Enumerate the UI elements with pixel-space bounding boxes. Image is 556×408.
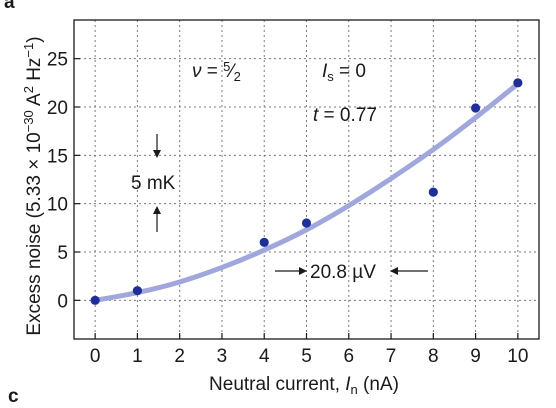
x-tick-label: 7 bbox=[386, 346, 397, 367]
fit-curve bbox=[92, 81, 521, 303]
grid-lines bbox=[74, 20, 539, 339]
temp-arrow-bottom-head bbox=[153, 206, 161, 214]
x-tick-labels: 0 1 2 3 4 5 6 7 8 9 10 bbox=[90, 346, 529, 367]
y-axis-label: Excess noise (5.33 × 10−30 A2 Hz−1) bbox=[21, 36, 45, 335]
data-point bbox=[301, 218, 312, 228]
x-tick-label: 9 bbox=[470, 346, 481, 367]
panel-label-a: a bbox=[4, 0, 15, 13]
y-tick-label: 0 bbox=[57, 291, 68, 312]
y-tick-label: 5 bbox=[57, 243, 68, 264]
y-tick-label: 10 bbox=[47, 195, 68, 216]
source-current-label: Is = 0 bbox=[322, 61, 366, 84]
x-tick-label: 4 bbox=[259, 346, 270, 367]
x-tick-label: 5 bbox=[301, 346, 312, 367]
transmission-label: t = 0.77 bbox=[313, 105, 377, 126]
x-tick-label: 1 bbox=[132, 346, 143, 367]
voltage-scale-label: 20.8 µV bbox=[310, 262, 376, 283]
y-tick-label: 25 bbox=[47, 50, 68, 71]
x-tick-label: 10 bbox=[507, 346, 528, 367]
data-point bbox=[513, 78, 523, 88]
temp-arrow-top-head bbox=[153, 150, 161, 158]
x-tick-label: 3 bbox=[217, 346, 228, 367]
data-point bbox=[259, 237, 269, 247]
y-tick-label: 15 bbox=[47, 146, 68, 167]
voltage-scale-bar bbox=[275, 267, 428, 275]
x-axis-label: Neutral current, In (nA) bbox=[209, 374, 399, 397]
data-points bbox=[90, 78, 523, 305]
data-point bbox=[90, 295, 100, 305]
axis-ticks bbox=[74, 58, 519, 339]
x-tick-label: 2 bbox=[174, 346, 185, 367]
filling-factor-label: ν = 5⁄2 bbox=[192, 59, 241, 84]
data-point bbox=[470, 103, 481, 113]
x-tick-label: 0 bbox=[90, 346, 101, 367]
panel-label-c: c bbox=[8, 386, 19, 407]
fit-curve-group bbox=[92, 81, 521, 303]
data-point bbox=[132, 286, 143, 296]
x-tick-label: 8 bbox=[428, 346, 439, 367]
data-point bbox=[428, 187, 438, 197]
voltage-arrow-left-head bbox=[299, 267, 307, 275]
temperature-scale-bar bbox=[153, 134, 161, 232]
temperature-scale-label: 5 mK bbox=[131, 173, 176, 194]
y-tick-labels: 0 5 10 15 20 25 bbox=[47, 50, 68, 313]
x-tick-label: 6 bbox=[343, 346, 354, 367]
y-tick-label: 20 bbox=[47, 98, 68, 119]
voltage-arrow-right-head bbox=[390, 267, 398, 275]
